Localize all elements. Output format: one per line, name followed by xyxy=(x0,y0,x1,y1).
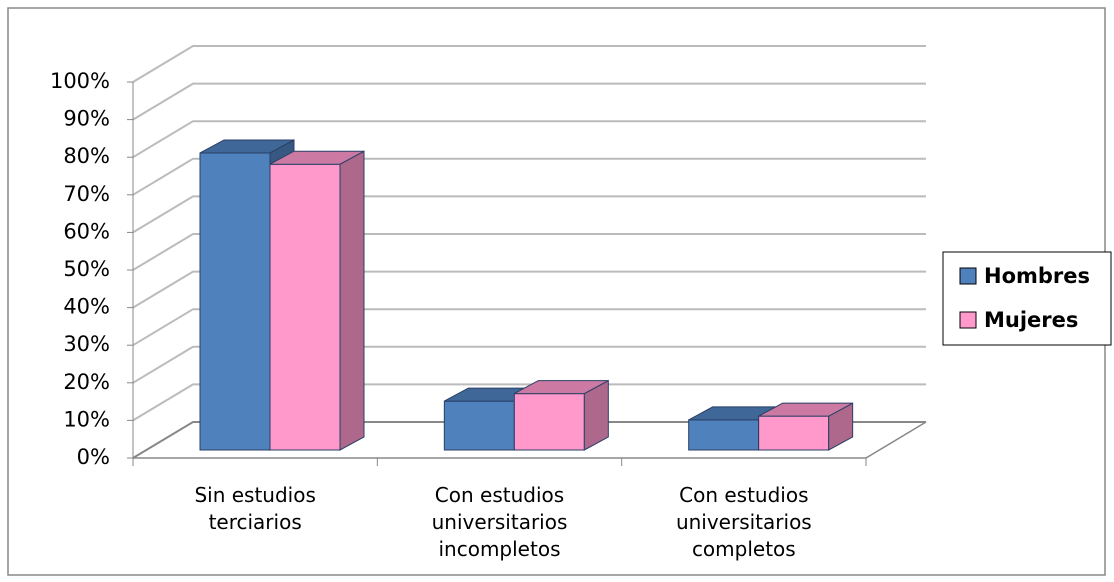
x-tick-label: Con estudios universitarios incompletos xyxy=(431,483,568,561)
y-tick-label: 70% xyxy=(63,182,110,206)
grid-line xyxy=(132,270,926,309)
grid-line xyxy=(132,421,926,459)
legend-label: Hombres xyxy=(984,264,1090,288)
bar xyxy=(269,150,365,451)
bar-front xyxy=(513,393,585,451)
bar-top xyxy=(514,380,609,395)
y-tick-label: 60% xyxy=(63,219,110,243)
chart-border xyxy=(7,7,1106,576)
bar xyxy=(758,402,854,451)
y-tick-label: 30% xyxy=(63,332,110,356)
grid-line xyxy=(132,157,926,196)
x-tick-label: Sin estudios terciarios xyxy=(194,483,316,534)
grid-line xyxy=(132,308,926,347)
bar-front xyxy=(269,163,341,451)
x-tick-label: Con estudios universitarios completos xyxy=(675,483,812,561)
bar-front xyxy=(688,419,760,451)
y-tick-label: 40% xyxy=(63,295,110,319)
legend-swatch xyxy=(959,267,977,285)
bar-top xyxy=(758,402,853,417)
grid-line xyxy=(132,120,926,159)
y-tick-label: 20% xyxy=(63,370,110,394)
y-tick-label: 50% xyxy=(63,257,110,281)
legend-label: Mujeres xyxy=(984,308,1078,332)
y-tick-label: 80% xyxy=(63,144,110,168)
bar xyxy=(513,379,609,451)
grid-line xyxy=(132,82,926,121)
y-tick-label: 90% xyxy=(63,107,110,131)
bar-top xyxy=(199,139,295,154)
bar-top xyxy=(269,150,365,165)
legend-swatch xyxy=(959,311,977,329)
grid-line xyxy=(132,195,926,234)
y-tick-label: 0% xyxy=(77,445,110,469)
bar-front xyxy=(199,152,271,451)
y-tick-label: 10% xyxy=(63,407,110,431)
y-tick-label: 100% xyxy=(50,69,110,93)
bar-front xyxy=(758,415,830,451)
grid-line xyxy=(132,383,926,422)
grid-line xyxy=(132,345,926,384)
grid-line xyxy=(132,233,926,271)
bar-front xyxy=(443,400,515,451)
grid-line xyxy=(132,45,926,83)
bar-side xyxy=(339,150,365,451)
